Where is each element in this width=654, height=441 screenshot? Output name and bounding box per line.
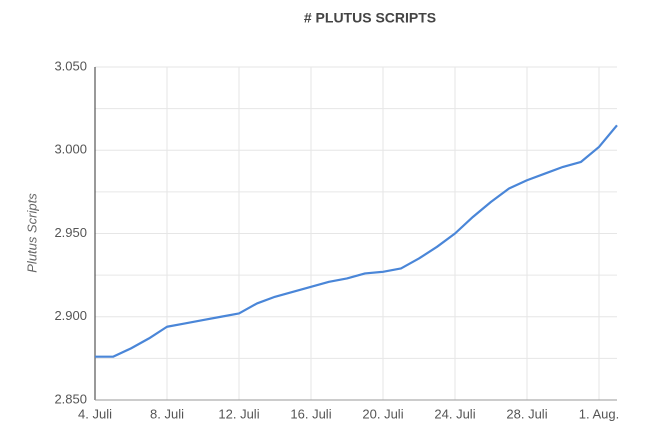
x-tick-label: 1. Aug. xyxy=(579,406,619,421)
x-tick-label: 20. Juli xyxy=(362,406,403,421)
x-tick-label: 16. Juli xyxy=(290,406,331,421)
data-line xyxy=(95,124,618,358)
y-tick-label: 3.050 xyxy=(54,58,87,73)
y-tick-label: 3.000 xyxy=(54,142,87,157)
x-tick-label: 4. Juli xyxy=(78,406,112,421)
x-tick-label: 8. Juli xyxy=(150,406,184,421)
x-tick-label: 28. Juli xyxy=(506,406,547,421)
y-tick-label: 2.950 xyxy=(54,225,87,240)
x-tick-label: 24. Juli xyxy=(434,406,475,421)
x-tick-label: 12. Juli xyxy=(218,406,259,421)
y-tick-label: 2.850 xyxy=(54,391,87,406)
y-tick-label: 2.900 xyxy=(54,308,87,323)
chart-title: # PLUTUS SCRIPTS xyxy=(304,10,436,26)
y-axis-label: Plutus Scripts xyxy=(24,193,39,273)
